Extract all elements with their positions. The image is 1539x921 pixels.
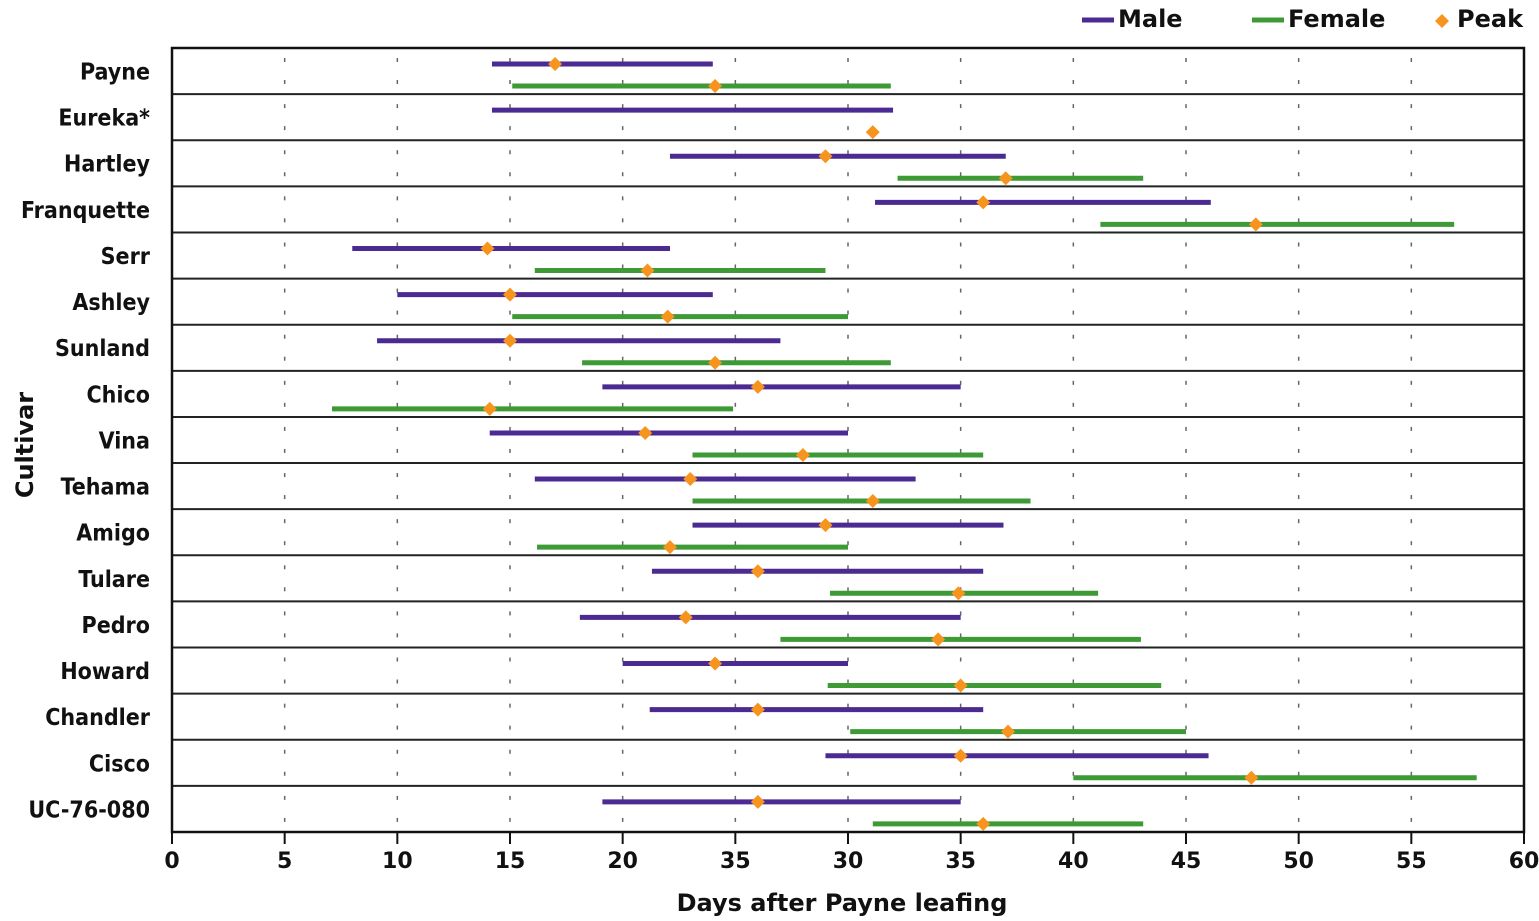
category-label: Chandler: [45, 705, 151, 731]
x-tick-label: 40: [1058, 849, 1089, 874]
category-label: Vina: [99, 428, 150, 454]
category-label: Ashley: [72, 290, 150, 316]
y-axis-label: Cultivar: [11, 392, 39, 498]
peak-marker: [951, 586, 966, 601]
category-label: Hartley: [64, 152, 151, 178]
peak-marker: [750, 794, 765, 809]
peak-marker: [1248, 217, 1263, 232]
peak-marker: [865, 125, 880, 140]
x-tick-label: 35: [720, 849, 751, 874]
peak-marker: [953, 748, 968, 763]
x-tick-label: 60: [1509, 849, 1539, 874]
legend-label: Male: [1118, 5, 1183, 33]
category-label: Sunland: [55, 336, 150, 362]
peak-marker: [976, 195, 991, 210]
legend-swatch: [1435, 14, 1449, 28]
peak-marker: [662, 540, 677, 555]
category-label: Pedro: [82, 613, 150, 639]
x-tick-label: 45: [1171, 849, 1202, 874]
x-tick-label: 5: [277, 849, 292, 874]
peak-marker: [480, 241, 495, 256]
x-axis-label: Days after Payne leafing: [677, 889, 1008, 917]
category-label: Tehama: [61, 475, 150, 501]
peak-marker: [818, 149, 833, 164]
peak-marker: [708, 355, 723, 370]
peak-marker: [548, 57, 563, 71]
peak-marker: [640, 263, 655, 278]
peak-marker: [678, 610, 693, 625]
legend-label: Peak: [1457, 5, 1524, 33]
peak-marker: [795, 447, 810, 462]
peak-marker: [865, 494, 880, 509]
peak-marker: [503, 333, 517, 348]
category-label: Howard: [60, 659, 150, 685]
category-label: Franquette: [21, 198, 150, 224]
peak-marker: [638, 425, 653, 440]
peak-marker: [818, 518, 833, 533]
peak-marker: [931, 632, 946, 647]
x-tick-label: 30: [833, 849, 864, 874]
x-tick-label: 10: [382, 849, 413, 874]
peak-marker: [503, 287, 517, 302]
x-tick-label: 0: [164, 849, 179, 874]
peak-marker: [750, 379, 765, 394]
category-label: Payne: [80, 60, 150, 86]
x-tick-label: 35: [945, 849, 976, 874]
peak-marker: [998, 171, 1013, 186]
category-label: Cisco: [89, 751, 150, 777]
peak-marker: [976, 816, 991, 831]
x-tick-label: 20: [607, 849, 638, 874]
category-label: UC-76-080: [28, 797, 150, 823]
peak-marker: [708, 656, 723, 671]
peak-marker: [1244, 770, 1259, 785]
peak-marker: [1000, 724, 1015, 739]
category-label: Chico: [87, 382, 151, 408]
peak-marker: [683, 472, 698, 487]
peak-marker: [708, 79, 723, 93]
peak-marker: [750, 702, 765, 717]
peak-marker: [482, 401, 497, 416]
plot-frame: [170, 46, 1526, 834]
x-tick-label: 15: [495, 849, 526, 874]
x-tick-label: 50: [1283, 849, 1314, 874]
category-label: Serr: [101, 244, 151, 270]
category-label: Tulare: [78, 567, 150, 593]
legend-label: Female: [1288, 5, 1385, 33]
peak-marker: [660, 309, 675, 324]
peak-marker: [750, 564, 765, 579]
category-label: Eureka*: [58, 106, 150, 132]
category-label: Amigo: [76, 521, 150, 547]
peak-marker: [953, 678, 968, 693]
x-tick-label: 55: [1396, 849, 1427, 874]
